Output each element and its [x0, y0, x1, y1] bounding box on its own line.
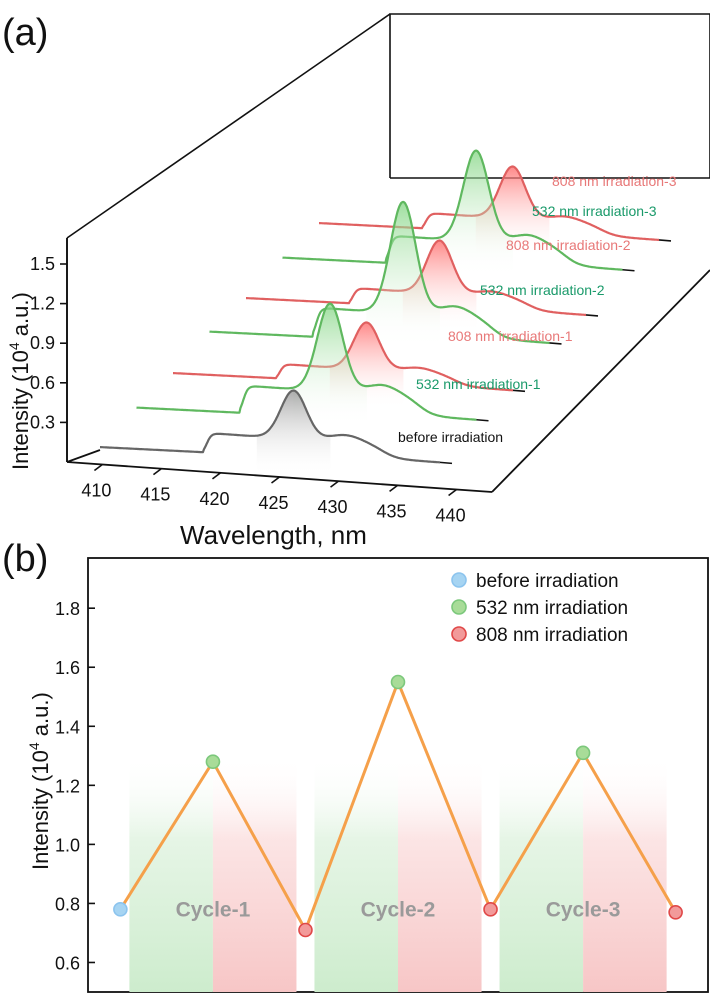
cycle-label: Cycle-1: [176, 898, 251, 921]
panel-b-label: (b): [2, 538, 49, 580]
a-xtick-mark: [448, 488, 458, 497]
legend-marker: [451, 599, 467, 615]
panel-b-cycle-labels: Cycle-1 Cycle-2 Cycle-3: [176, 898, 621, 921]
trace-label: 532 nm irradiation-1: [416, 376, 541, 392]
legend-label: 532 nm irradiation: [476, 598, 628, 619]
trace-end-tick: [512, 389, 526, 393]
a-xtick-mark: [93, 463, 103, 472]
panel-a-x-ticks: 410 415 420 425 430 435 440: [81, 463, 466, 526]
trace-end-tick: [476, 418, 489, 422]
b-ytick-label: 1.2: [55, 776, 80, 796]
a-ytick-label: 0.9: [30, 333, 55, 353]
b-ytick-label: 1.4: [55, 717, 80, 737]
trace-peak-fill: [293, 303, 367, 428]
a-ytick-label: 0.3: [30, 412, 55, 432]
a-xtick-mark: [330, 480, 340, 488]
a-xtick-label: 415: [140, 485, 170, 505]
data-point: [298, 922, 313, 938]
legend-label: 808 nm irradiation: [476, 625, 628, 646]
data-point: [113, 902, 128, 917]
a-xtick-label: 430: [318, 497, 348, 517]
panel-a-xlabel: Wavelength, nm: [180, 520, 367, 550]
a-xtick-label: 440: [436, 506, 466, 526]
trace-label: 532 nm irradiation-2: [480, 282, 605, 298]
floor-right-edge: [491, 269, 710, 493]
a-xtick-label: 420: [199, 489, 229, 509]
a-xtick-mark: [389, 484, 399, 492]
trace-label: before irradiation: [398, 429, 503, 445]
a-ytick-label: 1.5: [30, 254, 55, 274]
trace-label: 808 nm irradiation-2: [506, 237, 631, 253]
a-xtick-label: 410: [81, 481, 111, 501]
trace-line: [99, 389, 441, 464]
trace-line: [136, 302, 477, 421]
trace-peak-fill: [366, 201, 440, 350]
data-point: [390, 674, 406, 690]
legend-marker: [451, 572, 467, 588]
shade-green: [499, 755, 584, 992]
trace-end-tick: [439, 461, 453, 465]
panel-b-shading: [129, 755, 667, 992]
a-xtick-label: 435: [377, 501, 407, 521]
a-ytick-label: 1.2: [30, 294, 55, 314]
b-ytick-label: 1.8: [55, 599, 80, 619]
shade-red: [212, 755, 297, 992]
panel-b-y-ticks: 0.6 0.8 1.0 1.2 1.4 1.6 1.8: [55, 599, 95, 973]
panel-b-legend: before irradiation 532 nm irradiation 808 …: [451, 571, 628, 646]
panel-b-points: [113, 674, 683, 938]
trace-end-tick: [549, 342, 562, 345]
cycle-label: Cycle-2: [361, 898, 436, 921]
trace-end-tick: [622, 268, 635, 272]
panel-a-label: (a): [2, 12, 49, 54]
legend-label: before irradiation: [476, 571, 619, 592]
panel-a-y-ticks: 0.3 0.6 0.9 1.2 1.5: [30, 254, 67, 432]
b-ytick-label: 0.8: [55, 894, 80, 914]
panel-a-traces: 808 nm irradiation-3 532 nm irradiation-3…: [99, 149, 677, 476]
trace-end-tick: [658, 239, 672, 242]
trace-label: 808 nm irradiation-1: [448, 328, 573, 344]
trace-line: [282, 149, 623, 271]
legend-marker: [451, 626, 467, 642]
panel-a-ylabel: Intensity (104 a.u.): [6, 292, 33, 470]
data-point: [575, 745, 591, 761]
data-point: [205, 754, 221, 770]
a-xtick-mark: [152, 468, 162, 476]
a-xtick-mark: [211, 472, 221, 480]
trace-label: 532 nm irradiation-3: [532, 203, 657, 219]
data-point: [483, 902, 498, 917]
cycle-label: Cycle-3: [546, 898, 621, 921]
b-ytick-label: 1.0: [55, 835, 80, 855]
a-xtick-mark: [271, 476, 280, 484]
b-ytick-label: 1.6: [55, 658, 80, 678]
b-ytick-label: 0.6: [55, 953, 80, 973]
frame-back-wall: [389, 13, 710, 178]
trace-label: 808 nm irradiation-3: [552, 173, 677, 189]
a-xtick-label: 425: [258, 493, 288, 513]
frame-top-edge: [66, 13, 391, 239]
shade-red: [398, 755, 482, 992]
a-ytick-label: 0.6: [30, 373, 55, 393]
trace-peak-fill: [439, 150, 513, 278]
trace-end-tick: [585, 314, 599, 317]
trace-peak-fill: [256, 390, 331, 476]
panel-b-ylabel: Intensity (104 a.u.): [26, 692, 53, 870]
data-point: [668, 904, 683, 920]
trace-line: [209, 200, 550, 345]
floor-left-edge: [66, 449, 101, 463]
